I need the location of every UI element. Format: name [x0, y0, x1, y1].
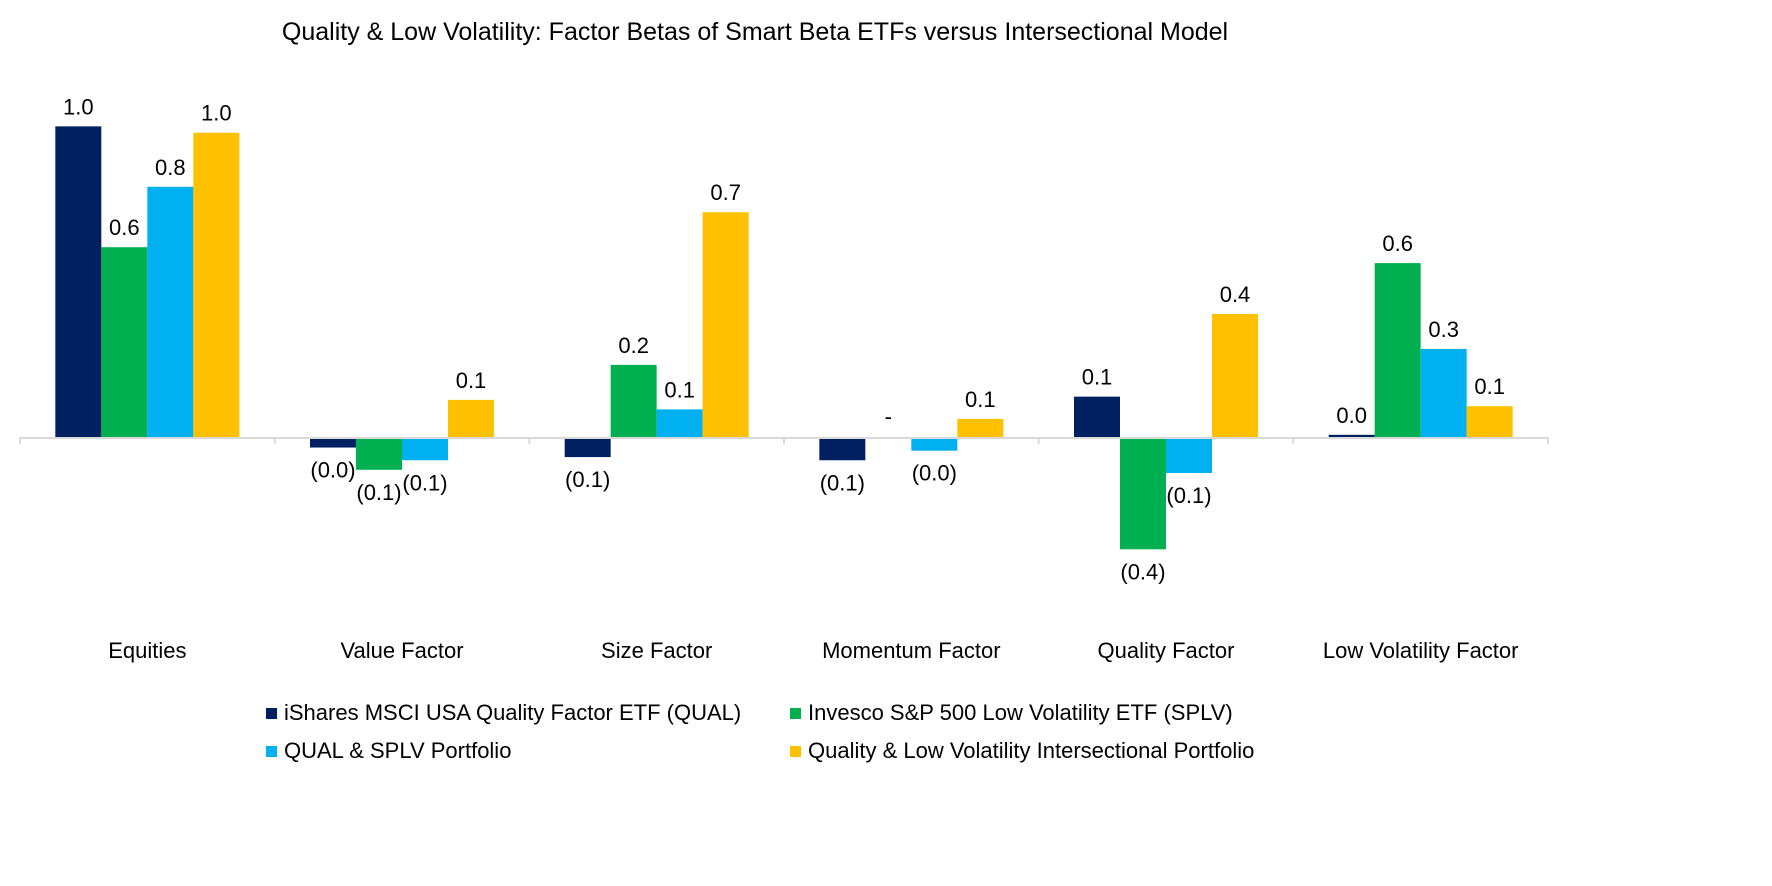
legend-swatch-splv [790, 707, 801, 719]
bar-1-0 [310, 438, 356, 448]
bar-3-0 [819, 438, 866, 461]
bar-5-0 [1328, 434, 1375, 438]
data-label-5-0: 0.0 [1336, 403, 1367, 428]
data-label-3-2: (0.0) [912, 461, 957, 486]
legend-swatch-intersectional [790, 745, 801, 757]
bar-3-3 [957, 418, 1004, 438]
legend-label-splv: Invesco S&P 500 Low Volatility ETF (SPLV… [808, 700, 1233, 725]
category-label-0: Equities [108, 638, 186, 663]
data-label-2-0: (0.1) [565, 467, 610, 492]
bar-5-2 [1420, 348, 1467, 438]
data-label-1-1: (0.1) [356, 480, 401, 505]
data-label-2-3: 0.7 [710, 180, 741, 205]
data-label-0-2: 0.8 [155, 155, 186, 180]
bar-0-2 [147, 186, 194, 438]
bar-3-2 [911, 438, 958, 451]
chart-title: Quality & Low Volatility: Factor Betas o… [281, 18, 1229, 46]
data-label-0-1: 0.6 [109, 215, 140, 240]
legend-item-intersectional: Quality & Low Volatility Intersectional … [790, 738, 1254, 764]
bar-2-2 [656, 409, 703, 438]
category-label-4: Quality Factor [1098, 638, 1235, 663]
data-label-5-3: 0.1 [1474, 374, 1505, 399]
category-label-5: Low Volatility Factor [1323, 638, 1519, 663]
bar-2-1 [610, 364, 657, 438]
category-label-3: Momentum Factor [822, 638, 1001, 663]
data-label-5-2: 0.3 [1428, 317, 1459, 342]
data-label-3-3: 0.1 [965, 387, 996, 412]
data-label-3-1: - [885, 404, 892, 429]
bar-1-1 [356, 438, 402, 470]
category-label-2: Size Factor [601, 638, 712, 663]
data-label-1-0: (0.0) [310, 458, 355, 483]
bar-4-2 [1166, 438, 1212, 473]
data-label-3-0: (0.1) [820, 470, 865, 495]
legend-item-splv: Invesco S&P 500 Low Volatility ETF (SPLV… [790, 700, 1233, 726]
data-label-1-2: (0.1) [402, 470, 447, 495]
bar-2-0 [564, 438, 611, 458]
data-label-1-3: 0.1 [456, 368, 487, 393]
legend-item-qual: iShares MSCI USA Quality Factor ETF (QUA… [266, 700, 741, 726]
data-label-4-3: 0.4 [1220, 282, 1251, 307]
legend-swatch-qual [266, 707, 277, 719]
bar-4-0 [1074, 396, 1120, 438]
bar-5-1 [1374, 263, 1421, 438]
bar-0-3 [193, 132, 240, 438]
data-label-4-2: (0.1) [1166, 483, 1211, 508]
data-label-0-3: 1.0 [201, 101, 232, 126]
bar-1-2 [402, 438, 448, 461]
bar-0-1 [101, 247, 148, 438]
bar-5-3 [1466, 406, 1513, 438]
bar-1-3 [448, 399, 494, 438]
legend-label-qual: iShares MSCI USA Quality Factor ETF (QUA… [284, 700, 742, 725]
data-label-2-2: 0.1 [664, 377, 695, 402]
bar-4-1 [1120, 438, 1166, 550]
legend-label-intersectional: Quality & Low Volatility Intersectional … [808, 738, 1255, 763]
data-label-4-1: (0.4) [1120, 559, 1165, 584]
bar-2-3 [702, 212, 749, 438]
data-label-5-1: 0.6 [1382, 231, 1413, 256]
legend-item-portfolio: QUAL & SPLV Portfolio [266, 738, 511, 764]
legend-label-portfolio: QUAL & SPLV Portfolio [284, 738, 512, 763]
data-label-0-0: 1.0 [63, 94, 94, 119]
data-label-4-0: 0.1 [1082, 365, 1113, 390]
category-label-1: Value Factor [340, 638, 463, 663]
legend-swatch-portfolio [266, 745, 277, 757]
bar-4-3 [1212, 313, 1258, 438]
bar-0-0 [55, 126, 102, 439]
data-label-2-1: 0.2 [618, 333, 649, 358]
